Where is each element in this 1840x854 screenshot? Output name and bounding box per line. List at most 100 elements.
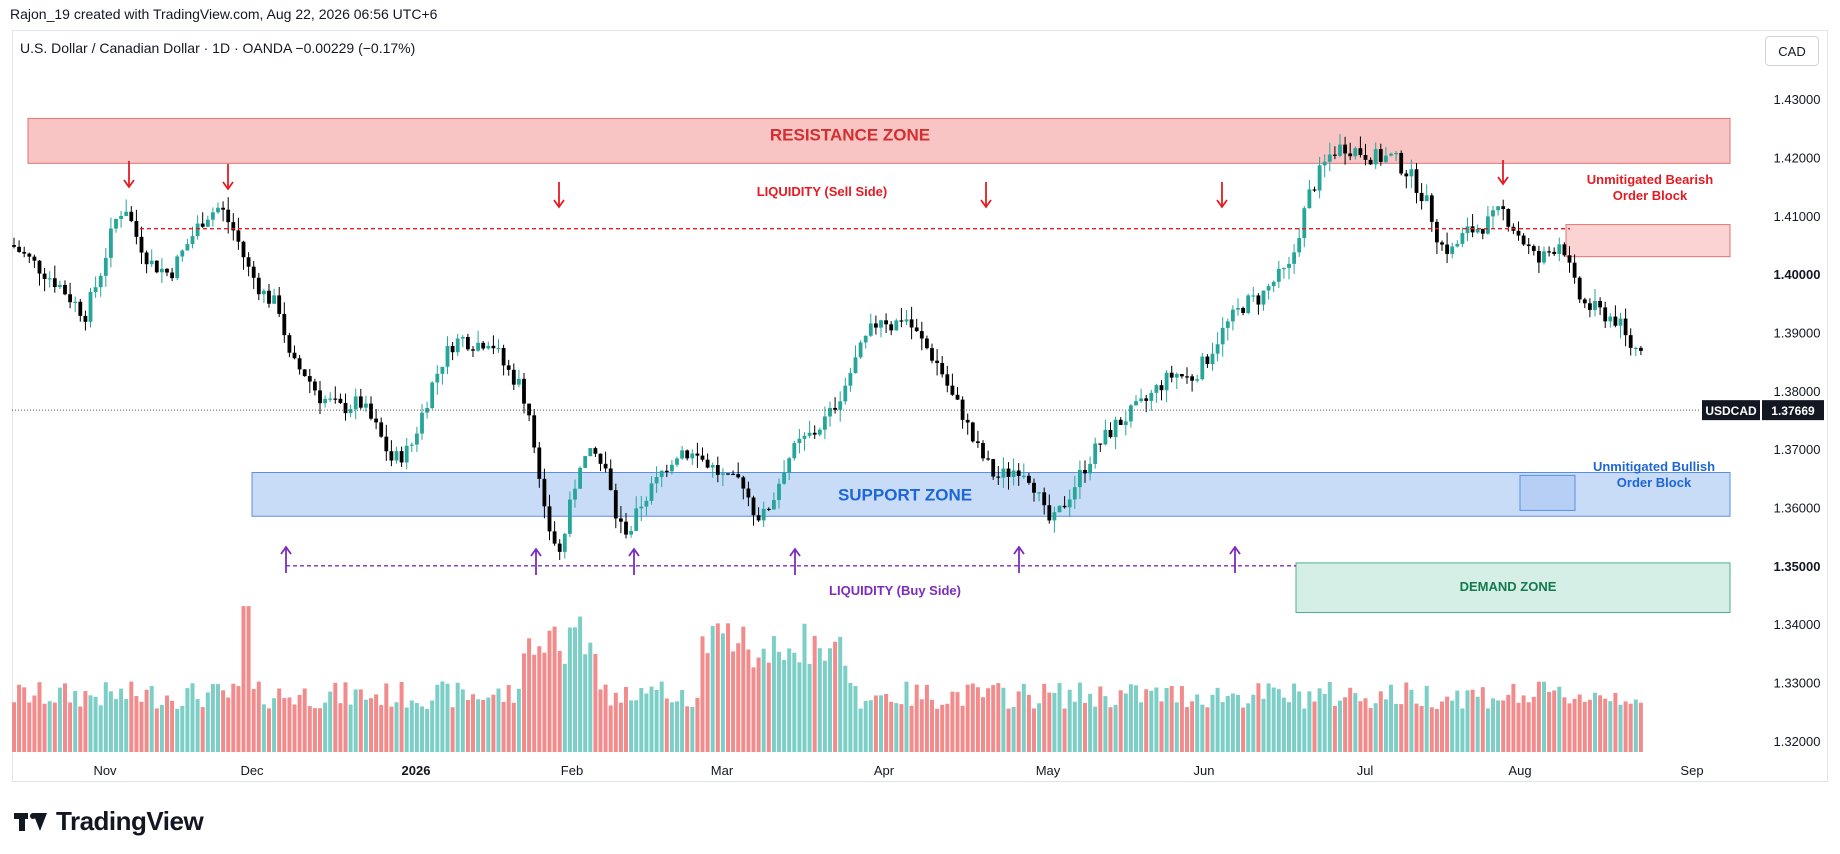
volume-bar <box>1006 708 1011 752</box>
volume-bar <box>1536 681 1541 752</box>
volume-bar <box>190 683 195 752</box>
candle <box>1088 456 1092 481</box>
volume-bar <box>450 707 455 752</box>
volume-bar <box>1327 681 1332 752</box>
candle <box>1572 254 1577 284</box>
volume-bar <box>134 696 139 752</box>
candle <box>1577 276 1582 303</box>
x-tick-label: 2026 <box>402 763 431 778</box>
candle <box>47 271 52 288</box>
volume-bar <box>1501 700 1506 752</box>
candle <box>287 332 292 358</box>
candle <box>1287 256 1291 280</box>
volume-bar <box>573 627 577 752</box>
volume-bar <box>114 699 118 752</box>
tradingview-brand[interactable]: TradingView <box>14 806 204 837</box>
symbol-legend[interactable]: U.S. Dollar / Canadian Dollar · 1D · OAN… <box>20 40 416 56</box>
candle <box>1506 208 1511 232</box>
volume-bar <box>1292 683 1297 752</box>
candle <box>960 396 965 429</box>
sell-arrow-icon <box>222 164 234 191</box>
volume-bar <box>88 695 93 752</box>
volume-bar <box>634 700 639 752</box>
candle <box>1327 142 1332 172</box>
volume-bar <box>787 648 792 752</box>
volume-bar <box>399 681 404 752</box>
candle <box>1215 332 1220 362</box>
candle <box>425 401 429 419</box>
candle <box>568 491 572 538</box>
candle <box>1047 494 1052 524</box>
y-tick-label: 1.40000 <box>1774 267 1821 282</box>
volume-bar <box>975 687 980 752</box>
candle <box>848 367 853 392</box>
candle <box>282 302 287 343</box>
volume-bar <box>1358 701 1363 752</box>
volume-bar <box>1205 707 1210 752</box>
volume-bar <box>1465 690 1470 752</box>
candle <box>1526 237 1531 255</box>
candle <box>950 373 955 396</box>
volume-bar <box>185 688 190 752</box>
volume-bar <box>1531 696 1536 752</box>
price-chart[interactable]: RESISTANCE ZONE SUPPORT ZONE DEMAND ZONE Un… <box>0 0 1840 790</box>
volume-bar <box>297 694 302 752</box>
volume-bar <box>323 702 328 752</box>
volume-bar <box>777 651 781 752</box>
volume-bar <box>516 688 521 752</box>
volume-bar <box>1445 696 1450 752</box>
volume-bar <box>42 703 47 752</box>
volume-bar <box>1144 689 1149 752</box>
candle <box>899 308 904 328</box>
currency-selector[interactable]: CAD <box>1765 36 1819 66</box>
candle <box>1169 365 1174 383</box>
candle <box>1516 221 1521 241</box>
volume-bar <box>746 649 751 752</box>
candle <box>833 397 837 414</box>
annotations-layer: LIQUIDITY (Sell Side) LIQUIDITY (Buy Side… <box>12 160 1700 598</box>
volume-bar <box>52 702 57 752</box>
volume-bar <box>1485 708 1490 752</box>
candle <box>93 276 98 298</box>
x-tick-label: May <box>1036 763 1061 778</box>
volume-bar <box>935 708 940 752</box>
candle <box>476 330 480 352</box>
candle <box>1552 247 1557 256</box>
candle <box>1389 152 1393 157</box>
candle <box>226 197 231 234</box>
volume-bar <box>1149 690 1154 752</box>
candle <box>588 447 593 457</box>
volume-bar <box>863 700 868 752</box>
volume-bar <box>552 626 557 752</box>
candle <box>608 459 613 491</box>
candle <box>761 501 766 528</box>
candle <box>731 470 735 476</box>
candle <box>491 335 496 355</box>
volume-bar <box>639 687 644 752</box>
volume-bar <box>919 699 924 752</box>
volume-bar <box>1613 692 1618 752</box>
volume-bar <box>414 703 419 752</box>
volume-bar <box>593 653 598 752</box>
y-tick-label: 1.35000 <box>1774 559 1821 574</box>
volume-bar <box>1021 683 1026 752</box>
volume-bar <box>1480 687 1485 752</box>
candle <box>1562 242 1567 257</box>
sell-arrow-icon <box>553 182 565 209</box>
candle <box>1220 317 1225 357</box>
candle <box>83 310 88 331</box>
volume-bar <box>73 690 78 752</box>
candle <box>211 207 215 227</box>
volume-bar <box>1072 701 1077 752</box>
volume-bar <box>1363 698 1368 752</box>
candle <box>506 359 511 376</box>
candle <box>884 313 888 334</box>
volume-bar <box>1164 687 1169 752</box>
candle <box>1465 217 1470 242</box>
volume-bar <box>287 697 292 752</box>
x-tick-label: Jul <box>1357 763 1374 778</box>
candle <box>124 199 129 217</box>
sell-liquidity-label: LIQUIDITY (Sell Side) <box>757 184 888 199</box>
candle <box>562 532 567 559</box>
y-tick-label: 1.39000 <box>1774 326 1821 341</box>
